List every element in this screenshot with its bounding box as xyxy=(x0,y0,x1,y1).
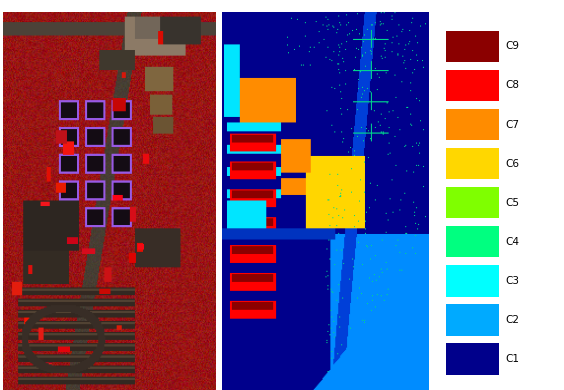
Bar xyxy=(446,265,499,296)
Bar xyxy=(446,109,499,140)
Bar xyxy=(446,226,499,257)
Bar xyxy=(446,304,499,336)
Bar xyxy=(446,31,499,62)
Text: C8: C8 xyxy=(505,80,519,90)
Bar xyxy=(446,344,499,375)
Text: C6: C6 xyxy=(505,159,519,168)
Bar xyxy=(446,70,499,101)
Bar xyxy=(446,187,499,218)
Text: C3: C3 xyxy=(505,276,519,286)
Bar xyxy=(446,148,499,179)
Text: C5: C5 xyxy=(505,198,519,208)
Text: C1: C1 xyxy=(505,354,519,364)
Text: C7: C7 xyxy=(505,120,519,129)
Text: C4: C4 xyxy=(505,237,519,247)
Text: C2: C2 xyxy=(505,315,519,325)
Text: C9: C9 xyxy=(505,41,519,51)
